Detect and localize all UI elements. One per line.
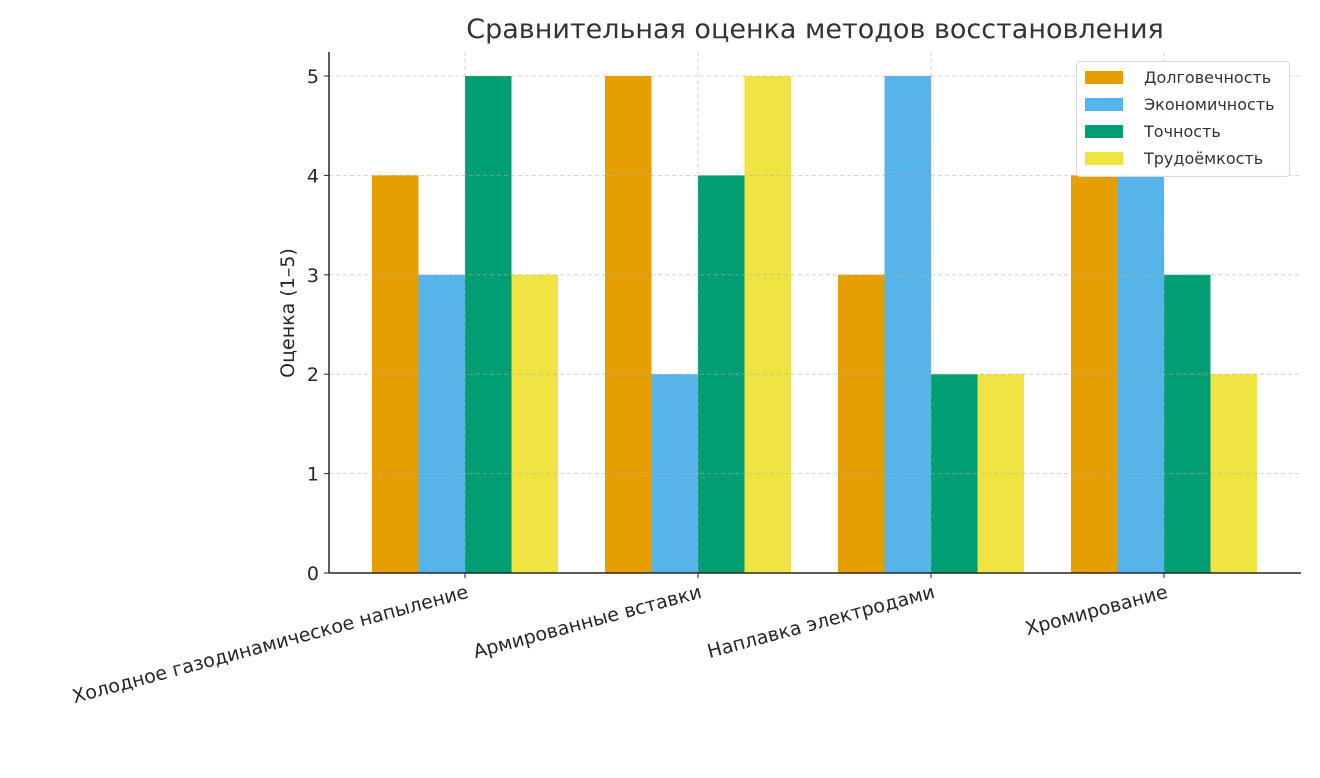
bar-0-2 bbox=[838, 274, 885, 573]
legend-item: Точность bbox=[1085, 120, 1221, 142]
bar-1-0 bbox=[418, 274, 465, 573]
legend-item: Долговечность bbox=[1085, 66, 1271, 88]
bar-1-2 bbox=[884, 76, 931, 573]
legend-swatch bbox=[1085, 97, 1123, 111]
legend-item: Трудоёмкость bbox=[1085, 147, 1263, 169]
bar-3-1 bbox=[744, 76, 791, 573]
legend-swatch bbox=[1085, 151, 1123, 165]
bar-0-1 bbox=[605, 76, 652, 573]
y-tick-label: 3 bbox=[307, 265, 319, 287]
bar-2-3 bbox=[1164, 274, 1211, 573]
y-tick-label: 1 bbox=[307, 464, 319, 486]
legend-item: Экономичность bbox=[1085, 93, 1275, 115]
y-tick-label: 2 bbox=[307, 364, 319, 386]
legend-swatch bbox=[1085, 70, 1123, 84]
legend-label: Трудоёмкость bbox=[1144, 148, 1264, 168]
legend-label: Экономичность bbox=[1144, 94, 1275, 114]
chart-title: Сравнительная оценка методов восстановле… bbox=[466, 14, 1164, 45]
y-tick-label: 5 bbox=[307, 66, 319, 88]
legend: Долговечность Экономичность Точность Трудоё… bbox=[1076, 61, 1290, 177]
legend-label: Точность bbox=[1144, 121, 1221, 141]
y-axis-label: Оценка (1–5) bbox=[277, 248, 299, 378]
legend-label: Долговечность bbox=[1144, 67, 1272, 87]
y-tick-label: 0 bbox=[307, 563, 319, 585]
y-tick-label: 4 bbox=[307, 165, 319, 187]
bar-2-0 bbox=[465, 76, 512, 573]
legend-swatch bbox=[1085, 124, 1123, 138]
bar-3-0 bbox=[511, 274, 558, 573]
